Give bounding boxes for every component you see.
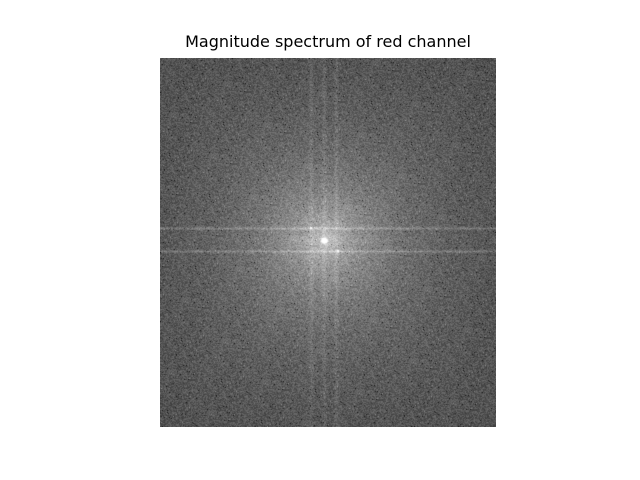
figure-title: Magnitude spectrum of red channel [185,32,471,51]
magnitude-spectrum-image [160,58,496,427]
